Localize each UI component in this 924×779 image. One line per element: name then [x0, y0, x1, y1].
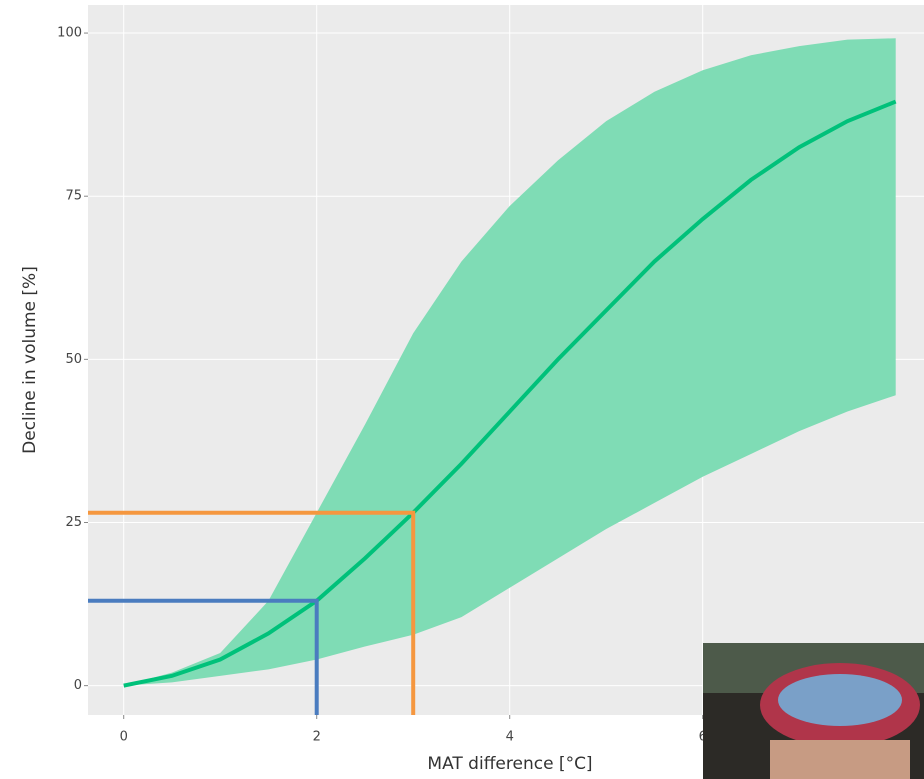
x-tick-label: 0: [120, 730, 128, 745]
webcam-cap-patch: [778, 674, 902, 726]
webcam-overlay: [703, 643, 924, 779]
chart: Decline in volume [%] MAT difference [°C…: [0, 0, 924, 779]
y-tick-label: 25: [65, 515, 82, 530]
y-tick-label: 50: [65, 352, 82, 367]
x-tick-label: 4: [506, 730, 514, 745]
x-tick-label: 2: [313, 730, 321, 745]
x-axis-title: MAT difference [°C]: [427, 754, 592, 774]
y-tick-label: 0: [74, 678, 82, 693]
webcam-face: [770, 740, 910, 779]
y-axis-title: Decline in volume [%]: [20, 266, 40, 454]
y-tick-label: 100: [57, 26, 82, 41]
y-tick-label: 75: [65, 189, 82, 204]
